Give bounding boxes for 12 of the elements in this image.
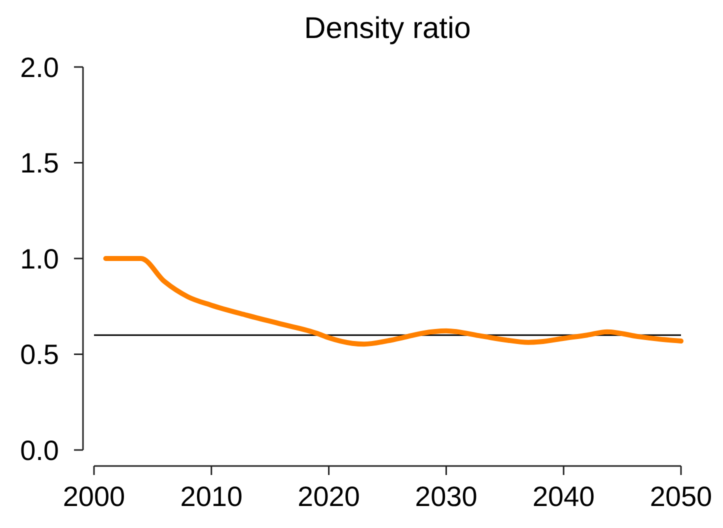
x-tick-label: 2050: [650, 481, 712, 512]
x-tick-label: 2030: [415, 481, 478, 512]
x-tick-label: 2000: [62, 481, 126, 512]
y-tick-label: 2.0: [20, 52, 59, 83]
x-tick-label: 2020: [298, 481, 360, 512]
y-tick-label: 1.0: [20, 243, 59, 274]
y-tick-label: 0.5: [20, 339, 59, 370]
chart-title: Density ratio: [304, 12, 471, 45]
y-tick-label: 0.0: [20, 434, 59, 466]
y-tick-label: 1.5: [20, 148, 59, 179]
x-tick-label: 2040: [532, 481, 595, 512]
x-tick-label: 2010: [180, 481, 243, 512]
